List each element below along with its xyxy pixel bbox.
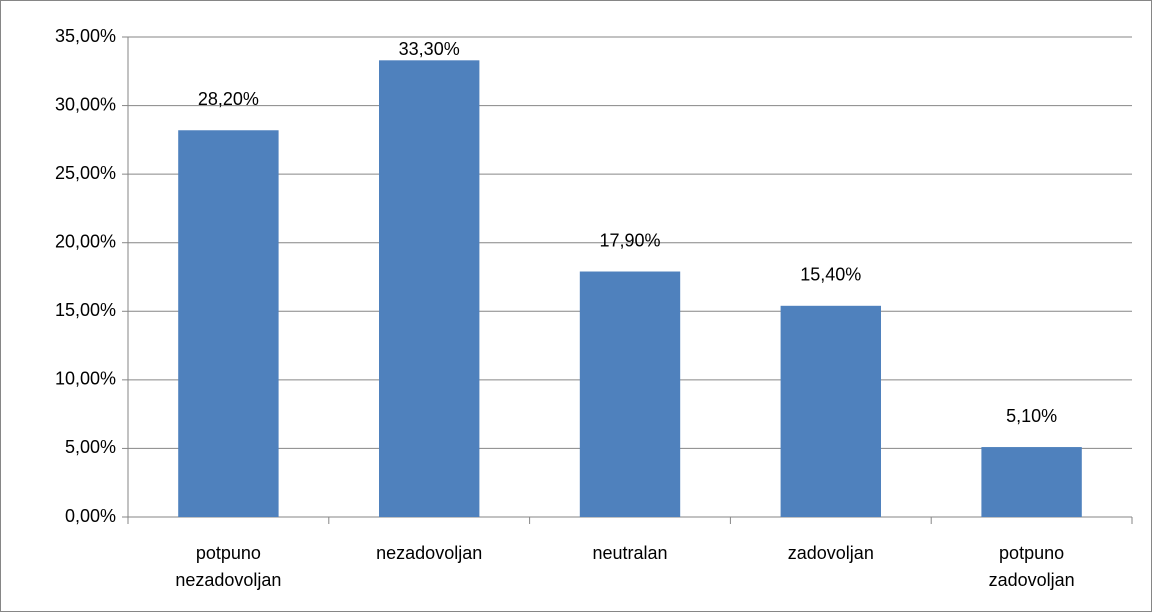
data-label: 5,10% (1006, 406, 1057, 426)
y-tick-label: 20,00% (55, 231, 116, 251)
y-tick-label: 25,00% (55, 163, 116, 183)
x-tick-label: nezadovoljan (376, 543, 483, 563)
x-tick-label: potpuno nezadovoljan (175, 543, 282, 590)
data-label: 28,20% (198, 89, 259, 109)
x-tick-label: potpuno zadovoljan (988, 543, 1075, 590)
y-tick-label: 15,00% (55, 300, 116, 320)
y-tick-label: 35,00% (55, 26, 116, 46)
y-tick-label: 0,00% (65, 506, 116, 526)
x-tick-label: neutralan (592, 543, 668, 563)
y-tick-label: 10,00% (55, 369, 116, 389)
y-tick-label: 30,00% (55, 94, 116, 114)
bar (981, 447, 1082, 517)
data-label: 33,30% (399, 39, 460, 59)
bar (178, 130, 279, 517)
data-label: 15,40% (800, 265, 861, 285)
bar (780, 305, 881, 517)
bar (379, 60, 480, 518)
y-tick-label: 5,00% (65, 437, 116, 457)
bar (579, 271, 681, 517)
data-label: 17,90% (599, 230, 660, 250)
x-tick-label: zadovoljan (787, 543, 874, 563)
